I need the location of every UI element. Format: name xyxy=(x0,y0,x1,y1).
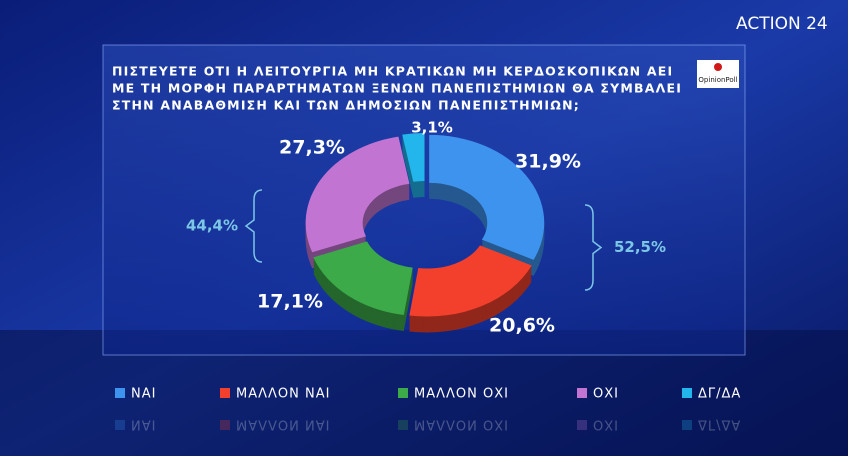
legend-label: ΜΑΛΛΟΝ ΟΧΙ xyxy=(414,387,509,402)
value-label: 3,1% xyxy=(411,119,453,137)
value-label: 31,9% xyxy=(515,151,581,173)
legend-label: ΝΑΙ xyxy=(131,387,156,402)
legend-reflection: ΝΑΙ xyxy=(115,417,156,432)
legend-label: ΟΧΙ xyxy=(593,387,619,402)
value-label: 20,6% xyxy=(489,315,555,337)
legend-swatch xyxy=(115,388,125,398)
legend-label: ΔΓ/ΔΑ xyxy=(698,387,741,402)
chart-title: ΣΤΗΝ ΑΝΑΒΑΘΜΙΣΗ ΚΑΙ ΤΩΝ ΔΗΜΟΣΙΩΝ ΠΑΝΕΠΙΣ… xyxy=(112,98,580,113)
slice xyxy=(313,241,413,315)
legend-label: ΜΑΛΛΟΝ ΝΑΙ xyxy=(236,387,330,402)
group-bracket xyxy=(244,189,263,263)
group-label: 44,4% xyxy=(186,217,238,235)
legend-label-reflection: ΜΑΛΛΟΝ ΟΧΙ xyxy=(414,417,509,432)
value-label: 17,1% xyxy=(257,291,323,313)
chart-title: ΜΕ ΤΗ ΜΟΡΦΗ ΠΑΡΑΡΤΗΜΑΤΩΝ ΞΕΝΩΝ ΠΑΝΕΠΙΣΤΗ… xyxy=(112,81,682,96)
legend-swatch xyxy=(577,388,587,398)
legend-label-reflection: ΟΧΙ xyxy=(593,417,619,432)
slice xyxy=(429,134,545,260)
slice xyxy=(409,245,532,317)
group-label: 52,5% xyxy=(614,238,666,256)
chart-title: ΠΙΣΤΕΥΕΤΕ ΟΤΙ Η ΛΕΙΤΟΥΡΓΙΑ ΜΗ ΚΡΑΤΙΚΩΝ Μ… xyxy=(112,64,673,79)
legend-swatch-reflection xyxy=(220,420,230,430)
legend-swatch xyxy=(682,388,692,398)
legend-label-reflection: ΜΑΛΛΟΝ ΝΑΙ xyxy=(236,417,330,432)
legend-swatch-reflection xyxy=(682,420,692,430)
brand: ACTION 24 xyxy=(736,14,828,34)
legend-reflection: ΜΑΛΛΟΝ ΟΧΙ xyxy=(398,417,509,432)
value-label: 27,3% xyxy=(279,137,345,159)
slice xyxy=(305,136,410,253)
legend-reflection: ΔΓ/ΔΑ xyxy=(682,417,741,432)
legend-swatch-reflection xyxy=(398,420,408,430)
legend-swatch-reflection xyxy=(115,420,125,430)
legend-reflection: ΟΧΙ xyxy=(577,417,619,432)
legend-reflection: ΜΑΛΛΟΝ ΝΑΙ xyxy=(220,417,330,432)
legend-label-reflection: ΝΑΙ xyxy=(131,417,156,432)
slice xyxy=(402,133,425,182)
pollster: OpinionPoll xyxy=(698,76,737,84)
pollster-dot xyxy=(714,63,722,71)
legend-swatch xyxy=(220,388,230,398)
legend-swatch xyxy=(398,388,408,398)
legend-label-reflection: ΔΓ/ΔΑ xyxy=(698,417,741,432)
group-bracket xyxy=(584,204,603,291)
legend-swatch-reflection xyxy=(577,420,587,430)
